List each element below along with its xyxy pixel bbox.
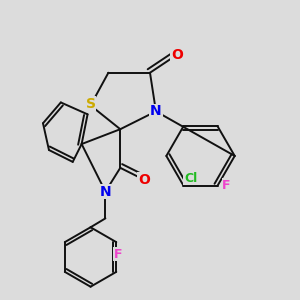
Text: Cl: Cl bbox=[184, 172, 197, 184]
Text: O: O bbox=[171, 48, 183, 62]
Text: O: O bbox=[138, 173, 150, 187]
Text: N: N bbox=[100, 184, 111, 199]
Text: N: N bbox=[150, 104, 162, 118]
Text: F: F bbox=[113, 248, 122, 260]
Text: S: S bbox=[85, 97, 96, 111]
Text: F: F bbox=[222, 179, 231, 192]
